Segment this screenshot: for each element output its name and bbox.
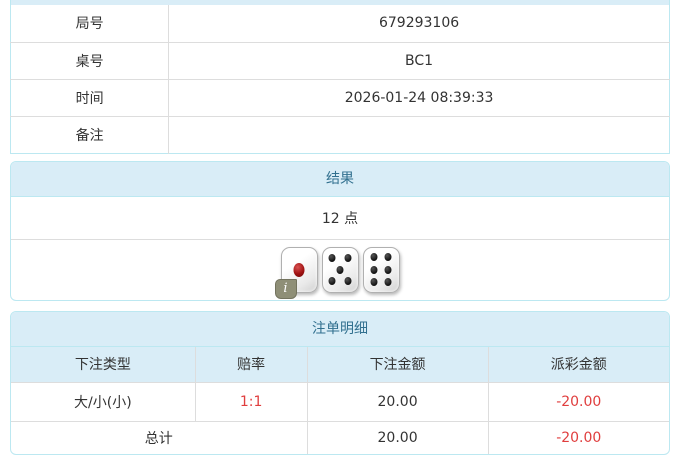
game-info-table: 局号 679293106 桌号 BC1 时间 2026-01-24 08:39:… bbox=[10, 5, 670, 154]
total-row: 总计 20.00 -20.00 bbox=[11, 421, 669, 454]
column-header-odds: 赔率 bbox=[194, 346, 308, 383]
result-points: 12 点 bbox=[11, 197, 669, 240]
info-label-table: 桌号 bbox=[10, 41, 169, 79]
table-row: 时间 2026-01-24 08:39:33 bbox=[10, 78, 670, 116]
payout-amount: -20.00 bbox=[487, 382, 669, 422]
total-label: 总计 bbox=[11, 421, 308, 454]
column-header-bet-type: 下注类型 bbox=[11, 346, 196, 383]
bets-panel: 注单明细 下注类型 赔率 下注金额 派彩金额 大/小(小) 1:1 20.00 … bbox=[10, 310, 670, 455]
info-icon[interactable]: i bbox=[274, 278, 297, 299]
total-payout-amount: -20.00 bbox=[487, 421, 669, 454]
result-panel: 结果 12 点 i bbox=[10, 160, 670, 301]
die-3 bbox=[362, 246, 400, 293]
info-value-table: BC1 bbox=[168, 41, 670, 79]
bets-panel-title: 注单明细 bbox=[11, 311, 669, 347]
info-value-time: 2026-01-24 08:39:33 bbox=[168, 78, 670, 116]
column-header-payout-amount: 派彩金额 bbox=[487, 346, 669, 383]
result-panel-title: 结果 bbox=[11, 161, 669, 197]
table-row: 局号 679293106 bbox=[11, 5, 670, 42]
info-label-round: 局号 bbox=[75, 16, 104, 33]
dice-row: i bbox=[11, 240, 669, 300]
bets-table: 下注类型 赔率 下注金额 派彩金额 大/小(小) 1:1 20.00 -20.0… bbox=[11, 346, 669, 454]
bet-type: 大/小(小) bbox=[11, 382, 196, 422]
info-label-time: 时间 bbox=[10, 78, 169, 116]
info-label-remark: 备注 bbox=[10, 115, 169, 153]
table-header-row: 下注类型 赔率 下注金额 派彩金额 bbox=[11, 346, 669, 383]
info-value-remark bbox=[168, 115, 670, 153]
cutoff-header-strip bbox=[10, 0, 670, 5]
column-header-bet-amount: 下注金额 bbox=[306, 346, 489, 383]
table-row: 备注 bbox=[10, 115, 670, 153]
table-row: 大/小(小) 1:1 20.00 -20.00 bbox=[11, 382, 669, 422]
die-2 bbox=[321, 246, 359, 293]
bet-odds: 1:1 bbox=[194, 382, 308, 422]
table-row: 桌号 BC1 bbox=[10, 41, 670, 79]
die-1: i bbox=[274, 246, 318, 299]
page: 局号 679293106 桌号 BC1 时间 2026-01-24 08:39:… bbox=[10, 0, 670, 455]
info-value-round: 679293106 bbox=[168, 5, 670, 42]
bet-amount: 20.00 bbox=[306, 382, 489, 422]
total-bet-amount: 20.00 bbox=[306, 421, 489, 454]
